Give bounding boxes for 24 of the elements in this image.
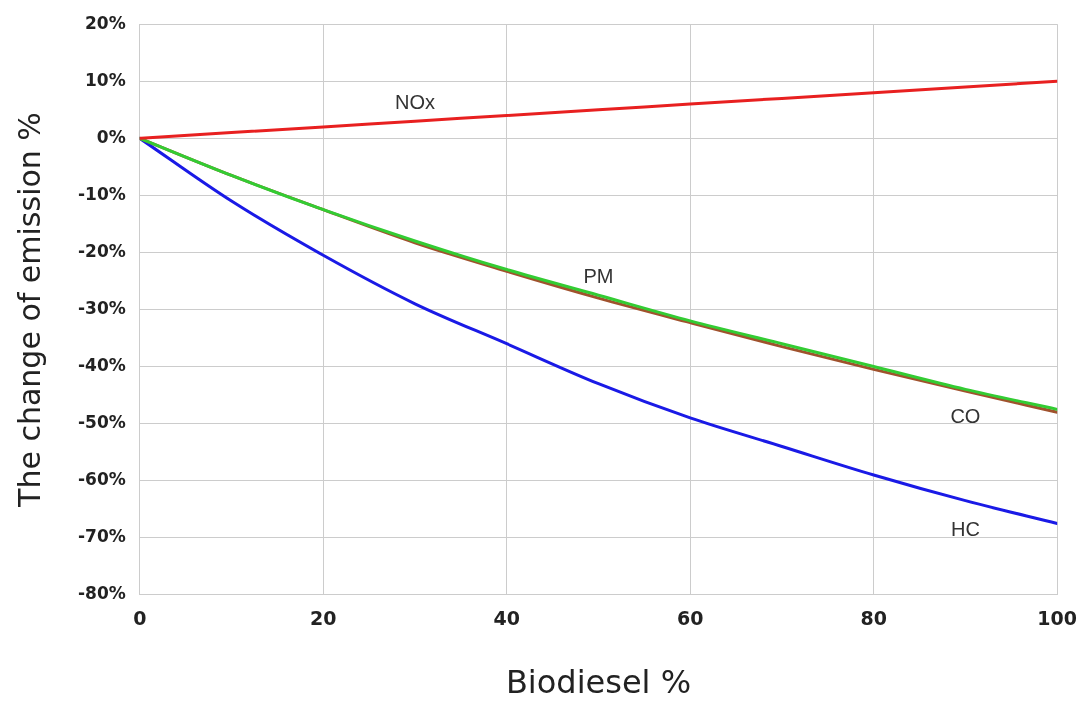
x-tick-label: 80 (860, 607, 887, 630)
y-tick-label: 10% (85, 69, 126, 90)
x-tick-label: 40 (493, 607, 520, 630)
y-tick-label: -40% (78, 354, 126, 375)
series-label: PM (583, 264, 614, 287)
series-label: CO (950, 404, 981, 427)
y-tick-label: 20% (85, 12, 126, 33)
series-label: HC (950, 518, 980, 541)
x-tick-label: 100 (1037, 607, 1078, 630)
y-tick-label: -60% (78, 469, 126, 490)
y-tick-label: -10% (78, 183, 126, 204)
y-tick-label: 0% (96, 126, 126, 147)
x-tick-label: 20 (310, 607, 337, 630)
x-tick-label: 0 (133, 607, 147, 630)
y-axis-title: The change of emission % (11, 112, 47, 508)
line-series (139, 79, 1058, 140)
y-tick-label: -20% (78, 240, 126, 261)
y-tick-label: -30% (78, 297, 126, 318)
x-tick-label: 60 (676, 607, 704, 630)
y-tick-label: -80% (78, 583, 126, 604)
series-label: NOx (394, 90, 435, 113)
y-tick-label: -70% (78, 526, 126, 547)
y-tick-label: -50% (78, 412, 126, 433)
x-axis-title: Biodiesel % (505, 663, 692, 702)
